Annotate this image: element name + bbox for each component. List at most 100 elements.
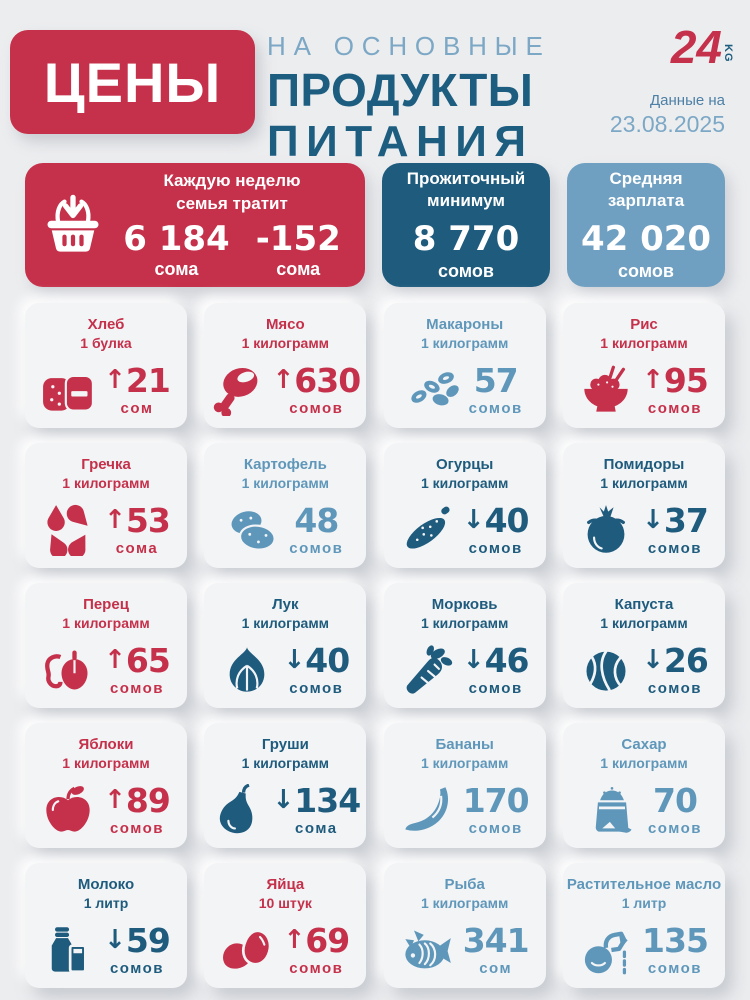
trend-arrow: ↑ bbox=[104, 785, 126, 816]
price-unit: сомов bbox=[109, 959, 165, 977]
product-card: Молоко 1 литр ↓ 59 сомов bbox=[25, 863, 187, 988]
product-quantity: 1 килограмм bbox=[241, 755, 330, 771]
product-name: Перец bbox=[83, 596, 129, 613]
weekly-change-group: -152 сома bbox=[256, 222, 341, 280]
subtitle-line1: НА ОСНОВНЫЕ bbox=[267, 31, 551, 61]
cucumber-icon bbox=[401, 504, 453, 556]
price-line: 341 bbox=[462, 920, 530, 960]
trend-arrow: ↓ bbox=[462, 645, 485, 676]
price-block: 48 сомов bbox=[289, 504, 343, 557]
price-line: ↓ 26 bbox=[642, 640, 709, 680]
weekly-numbers: 6 184 сома -152 сома bbox=[123, 222, 341, 280]
product-body: ↑ 89 сомов bbox=[25, 781, 187, 839]
price-line: ↑ 630 bbox=[272, 360, 361, 400]
product-body: 48 сомов bbox=[204, 501, 366, 559]
price-block: ↑ 630 сомов bbox=[272, 360, 361, 417]
product-body: ↓ 26 сомов bbox=[563, 641, 725, 699]
price-line: ↓ 40 bbox=[463, 500, 530, 540]
price-value: 70 bbox=[653, 780, 698, 820]
price-block: ↑ 69 сомов bbox=[283, 924, 350, 977]
product-body: ↓ 46 сомов bbox=[384, 641, 546, 699]
price-line: ↓ 37 bbox=[642, 504, 709, 537]
product-name: Морковь bbox=[431, 596, 498, 613]
product-body: 341 сом bbox=[384, 921, 546, 979]
product-card: Растительное масло 1 литр 135 сомов bbox=[562, 863, 725, 988]
product-quantity: 1 булка bbox=[80, 335, 132, 351]
salary-title-line1: Средняя bbox=[609, 168, 683, 188]
minimum-title-line2: минимум bbox=[427, 191, 505, 210]
product-name: Яблоки bbox=[78, 736, 134, 753]
product-quantity: 1 килограмм bbox=[241, 475, 330, 491]
onion-icon bbox=[221, 644, 273, 696]
oil-icon bbox=[580, 924, 632, 976]
subtitle: НА ОСНОВНЫЕ ПРОДУКТЫ ПИТАНИЯ bbox=[267, 31, 583, 167]
product-quantity: 1 килограмм bbox=[600, 755, 688, 771]
price-line: 48 bbox=[289, 504, 343, 537]
potato-icon bbox=[227, 504, 279, 556]
stats-row: Каждую неделю семья тратит 6 184 сома -1… bbox=[25, 163, 725, 287]
product-card: Капуста 1 килограмм ↓ 26 сомов bbox=[562, 583, 725, 708]
weekly-amount-group: 6 184 сома bbox=[123, 222, 229, 280]
price-block: 341 сом bbox=[462, 920, 530, 977]
product-card: Груши 1 килограмм ↓ 134 сома bbox=[204, 723, 367, 848]
product-quantity: 1 литр bbox=[83, 895, 129, 911]
price-unit: сомов bbox=[468, 539, 523, 557]
trend-arrow: ↑ bbox=[104, 365, 126, 396]
product-name: Рис bbox=[630, 316, 658, 333]
product-card: Макароны 1 килограмм 57 сомов bbox=[383, 303, 546, 428]
price-value: 341 bbox=[462, 920, 530, 960]
product-name: Мясо bbox=[265, 316, 305, 333]
product-body: ↓ 134 сома bbox=[204, 781, 366, 839]
price-block: 57 сомов bbox=[469, 364, 523, 417]
price-value: 59 bbox=[125, 920, 171, 960]
price-block: ↑ 53 сома bbox=[104, 500, 171, 557]
price-value: 26 bbox=[663, 640, 709, 680]
price-line: ↓ 59 bbox=[104, 920, 171, 960]
price-value: 40 bbox=[484, 500, 530, 540]
price-value: 53 bbox=[125, 500, 171, 540]
weekly-amount-unit: сома bbox=[154, 258, 199, 279]
product-body: ↑ 65 сомов bbox=[25, 641, 187, 699]
product-body: 57 сомов bbox=[384, 361, 546, 419]
weekly-change: -152 bbox=[255, 218, 341, 259]
product-card: Мясо 1 килограмм ↑ 630 сомов bbox=[204, 303, 367, 428]
date-block: Данные на 23.08.2025 bbox=[610, 92, 725, 138]
subsistence-minimum-card: Прожиточный минимум 8 770 сомов bbox=[382, 163, 550, 287]
product-name: Яйца bbox=[266, 876, 305, 893]
banana-icon bbox=[401, 784, 453, 836]
price-value: 40 bbox=[305, 640, 350, 680]
product-quantity: 1 литр bbox=[621, 895, 667, 911]
price-line: 57 bbox=[469, 364, 523, 397]
product-body: ↑ 95 сомов bbox=[563, 361, 725, 419]
product-quantity: 1 килограмм bbox=[600, 475, 688, 491]
price-block: ↓ 37 сомов bbox=[642, 504, 709, 557]
price-block: 170 сомов bbox=[463, 784, 530, 837]
average-salary-value: 42 020 bbox=[580, 219, 712, 260]
price-unit: сомов bbox=[468, 819, 523, 837]
product-quantity: 1 килограмм bbox=[241, 335, 330, 351]
price-unit: сома bbox=[115, 539, 159, 557]
price-block: ↑ 89 сомов bbox=[104, 784, 171, 837]
price-line: ↓ 134 bbox=[272, 780, 361, 820]
price-line: ↑ 89 bbox=[104, 784, 171, 817]
product-card: Хлеб 1 булка ↑ 21 сом bbox=[25, 303, 187, 428]
price-unit: сом bbox=[120, 399, 154, 417]
milk-icon bbox=[42, 924, 94, 976]
minimum-title-line1: Прожиточный bbox=[406, 168, 526, 188]
average-salary-title: Средняя зарплата bbox=[608, 168, 684, 212]
product-quantity: 1 килограмм bbox=[62, 615, 150, 631]
price-unit: сомов bbox=[647, 959, 703, 977]
carrot-icon bbox=[401, 644, 453, 696]
product-body: ↑ 53 сома bbox=[25, 501, 187, 559]
trend-arrow: ↑ bbox=[272, 365, 295, 396]
price-value: 134 bbox=[294, 780, 361, 820]
fish-icon bbox=[401, 924, 453, 976]
average-salary-unit: сомов bbox=[618, 261, 674, 282]
price-value: 630 bbox=[294, 360, 361, 400]
price-line: ↓ 46 bbox=[462, 644, 530, 677]
cabbage-icon bbox=[580, 644, 632, 696]
product-card: Картофель 1 килограмм 48 сомов bbox=[204, 443, 367, 568]
trend-arrow: ↑ bbox=[642, 365, 664, 396]
product-body: ↑ 630 сомов bbox=[204, 361, 366, 419]
pepper-icon bbox=[42, 644, 94, 696]
